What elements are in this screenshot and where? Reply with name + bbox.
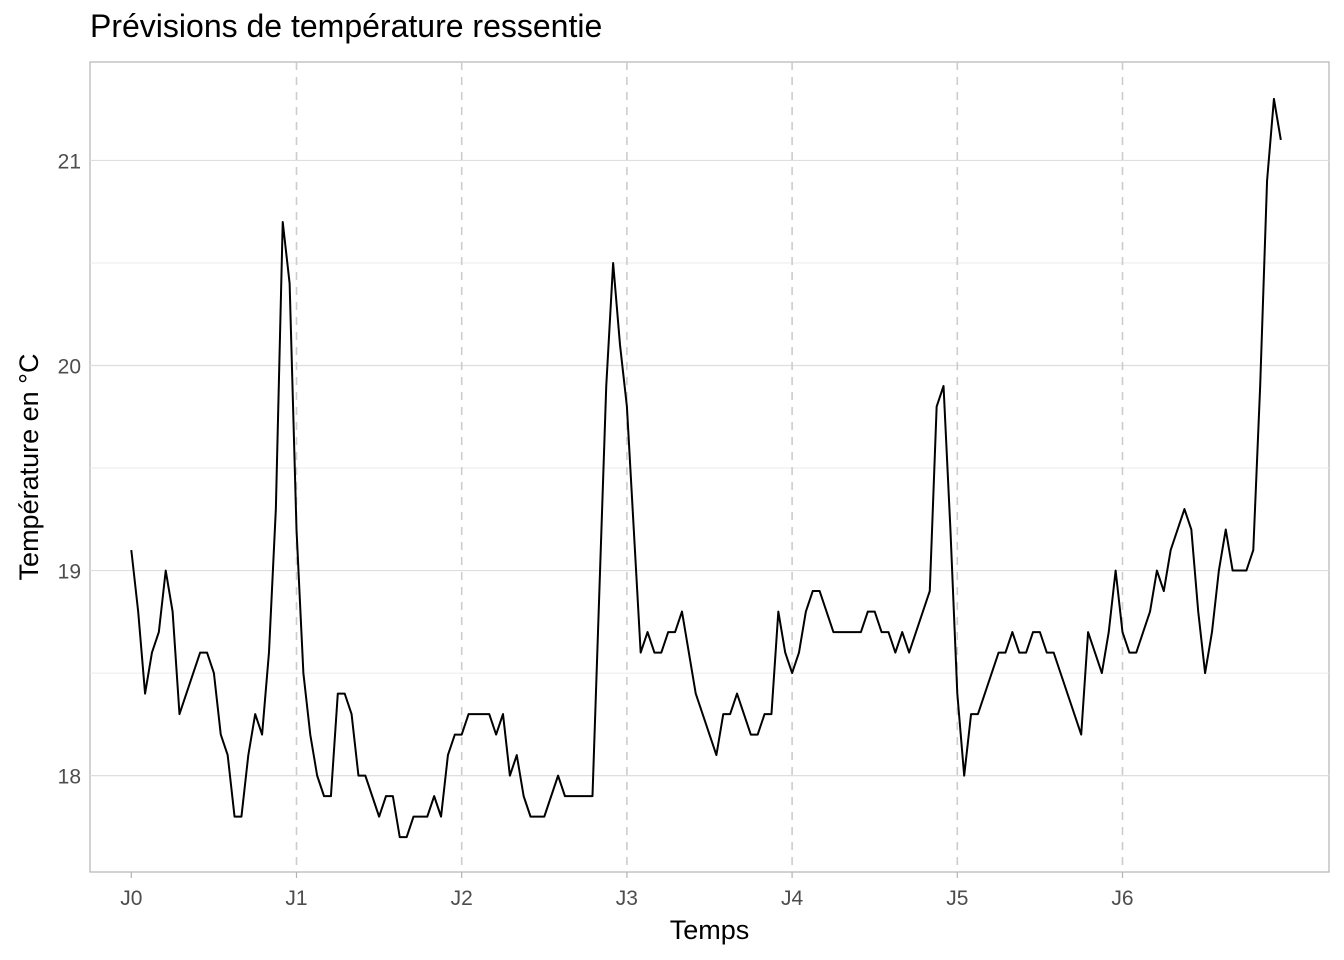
chart-title: Prévisions de température ressentie [90, 8, 603, 44]
x-tick-label: J1 [285, 887, 307, 910]
x-tick-label: J0 [120, 887, 142, 910]
y-tick-label: 20 [58, 355, 81, 378]
x-tick-label: J2 [451, 887, 473, 910]
grid-layer [90, 62, 1329, 872]
x-tick-label: J4 [781, 887, 804, 910]
x-tick-label: J6 [1111, 887, 1133, 910]
x-tick-label: J3 [616, 887, 638, 910]
y-axis-title: Température en °C [14, 354, 44, 581]
y-tick-label: 21 [58, 150, 81, 173]
y-tick-label: 18 [58, 766, 81, 789]
plot-panel [89, 61, 1330, 873]
axis-layer: 18 19 20 21 J0 J1 J2 J3 J4 J5 J6 [58, 150, 1134, 910]
x-axis-title: Temps [670, 915, 750, 945]
y-tick-label: 19 [58, 561, 81, 584]
x-tick-label: J5 [946, 887, 968, 910]
temperature-series-line [130, 97, 1282, 839]
line-layer [130, 97, 1282, 839]
